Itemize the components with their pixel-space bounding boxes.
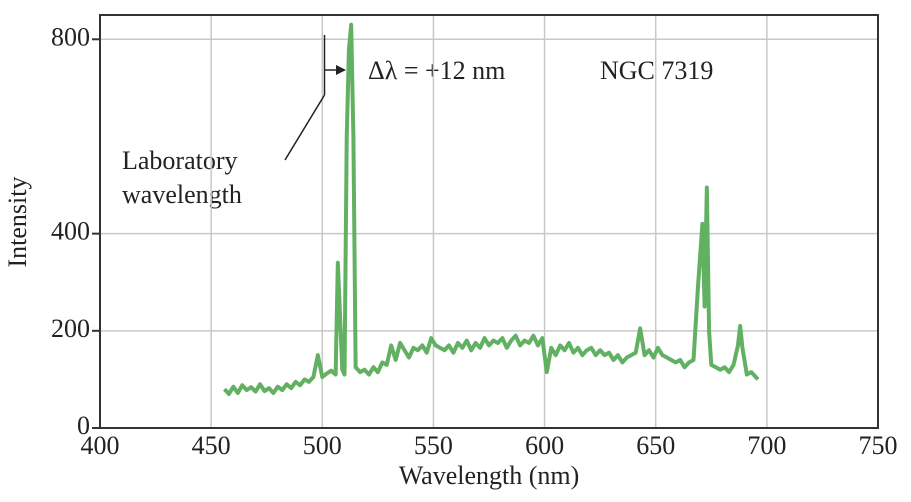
annotation: Laboratory <box>122 146 238 175</box>
x-tick-label: 450 <box>192 431 231 460</box>
leader-line <box>284 94 326 161</box>
plot-frame <box>99 14 879 429</box>
y-tick-label: 400 <box>51 217 90 246</box>
y-tick-label: 800 <box>51 22 90 51</box>
x-tick-label: 500 <box>303 431 342 460</box>
x-axis-title: Wavelength (nm) <box>399 461 580 490</box>
x-tick-label: 400 <box>81 431 120 460</box>
y-tick-label: 0 <box>77 411 90 440</box>
annotation: Δλ = +12 nm <box>368 56 505 85</box>
x-tick-label: 550 <box>414 431 453 460</box>
annotation: NGC 7319 <box>600 56 713 85</box>
x-tick-label: 700 <box>747 431 786 460</box>
x-tick-label: 650 <box>636 431 675 460</box>
spectrum-line <box>223 22 760 396</box>
annotation: wavelength <box>122 180 242 209</box>
y-axis-title: Intensity <box>3 177 32 268</box>
arrow-head <box>336 65 346 75</box>
x-tick-label: 750 <box>859 431 898 460</box>
y-tick-label: 200 <box>51 314 90 343</box>
x-tick-label: 600 <box>525 431 564 460</box>
